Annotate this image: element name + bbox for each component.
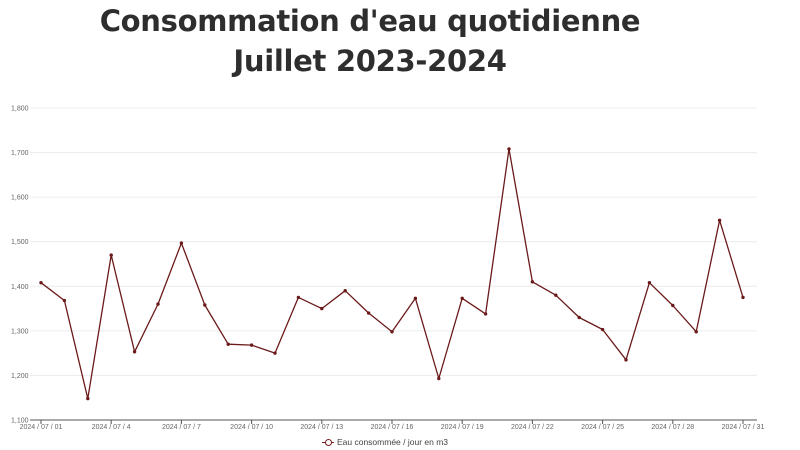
data-point — [273, 351, 277, 355]
data-point — [530, 280, 535, 284]
data-point — [741, 295, 745, 300]
data-point — [647, 281, 652, 285]
data-point — [671, 303, 675, 308]
data-point — [717, 218, 722, 223]
data-point — [624, 358, 628, 362]
legend[interactable]: Eau consommée / jour en m3 — [0, 437, 770, 447]
y-tick-label: 1,500 — [11, 239, 29, 246]
x-tick-label: 2024 / 07 / 4 — [92, 424, 131, 431]
data-point — [366, 311, 371, 315]
data-point — [296, 295, 301, 300]
data-point — [390, 330, 394, 334]
data-point — [109, 253, 113, 257]
data-series — [39, 147, 745, 401]
series-line — [40, 148, 744, 400]
x-tick-label: 2024 / 07 / 22 — [511, 424, 554, 431]
y-tick-label: 1,600 — [11, 195, 29, 202]
data-point — [86, 396, 90, 401]
data-point — [226, 342, 230, 346]
data-point — [554, 293, 558, 297]
chart-title-line-2: Juillet 2023-2024 — [233, 44, 507, 78]
data-point — [483, 312, 488, 316]
x-tick-label: 2024 / 07 / 19 — [441, 424, 484, 431]
data-point — [132, 350, 137, 354]
data-point — [343, 289, 347, 293]
data-point — [320, 306, 324, 311]
x-axis: 2024 / 07 / 01 2024 / 07 / 4 2024 / 07 / 7… — [20, 419, 765, 431]
data-point — [694, 330, 698, 334]
x-tick-label: 2024 / 07 / 16 — [371, 424, 414, 431]
data-point — [507, 147, 511, 151]
x-tick-label: 2024 / 07 / 01 — [20, 424, 63, 431]
y-tick-label: 1,100 — [11, 418, 29, 425]
data-point — [577, 315, 581, 320]
data-point — [179, 241, 184, 245]
x-tick-label: 2024 / 07 / 28 — [651, 424, 694, 431]
data-point — [249, 343, 254, 347]
legend-marker-icon — [321, 439, 334, 447]
y-tick-label: 1,200 — [11, 373, 29, 380]
y-axis: 1,100 1,200 1,300 1,400 1,500 1,600 1,700 1,800 — [11, 106, 29, 425]
data-point — [437, 376, 441, 381]
x-tick-label: 2024 / 07 / 10 — [230, 424, 273, 431]
data-point — [156, 302, 160, 306]
data-point — [460, 296, 464, 301]
grid-lines — [30, 107, 757, 376]
x-tick-label: 2024 / 07 / 13 — [300, 424, 343, 431]
data-point — [203, 303, 207, 307]
legend-label: Eau consommée / jour en m3 — [336, 437, 449, 447]
data-point — [62, 298, 67, 303]
data-point — [39, 281, 43, 285]
data-point — [600, 327, 605, 332]
y-tick-label: 1,800 — [11, 106, 29, 113]
data-point — [413, 296, 418, 301]
chart-title-line-1: Consommation d'eau quotidienne — [99, 4, 641, 38]
y-tick-label: 1,700 — [11, 150, 29, 157]
x-tick-label: 2024 / 07 / 7 — [162, 424, 201, 431]
x-tick-label: 2024 / 07 / 25 — [581, 424, 624, 431]
x-tick-label: 2024 / 07 / 31 — [722, 424, 765, 431]
y-tick-label: 1,300 — [11, 328, 29, 335]
y-tick-label: 1,400 — [11, 284, 29, 291]
